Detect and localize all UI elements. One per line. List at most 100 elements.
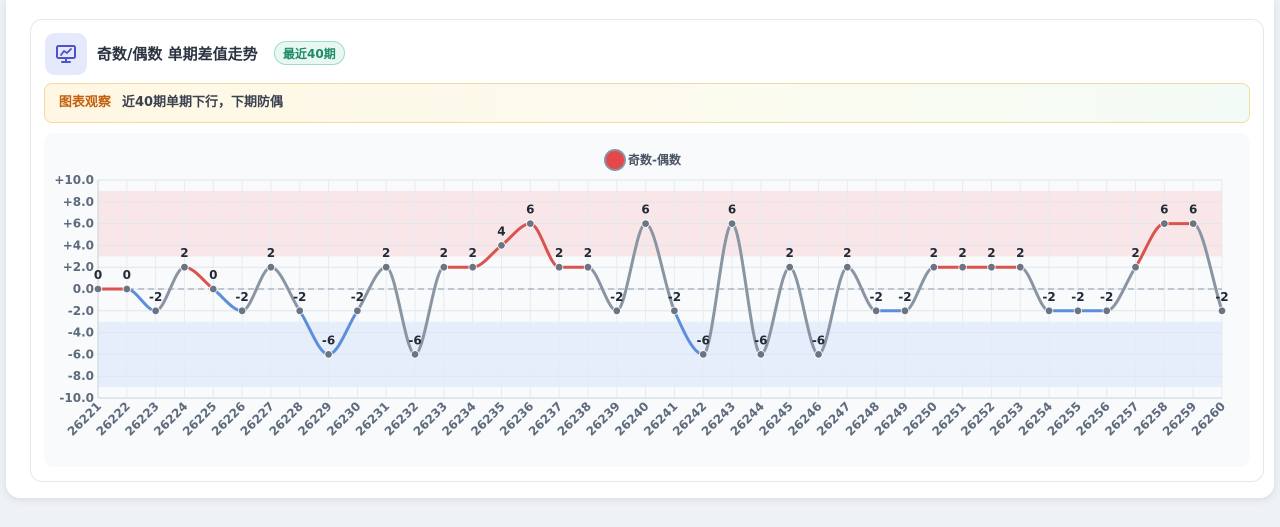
series-line-segment	[788, 265, 821, 356]
data-point[interactable]	[612, 306, 621, 315]
data-label: -2	[610, 290, 623, 304]
data-point[interactable]	[1217, 306, 1227, 315]
data-point[interactable]	[1044, 306, 1054, 315]
data-label: 2	[180, 246, 188, 260]
data-point[interactable]	[1016, 262, 1025, 272]
data-point[interactable]	[785, 262, 794, 272]
data-label: -2	[1071, 290, 1084, 304]
data-label: -6	[697, 333, 710, 347]
data-label: 6	[526, 203, 534, 217]
data-point[interactable]	[468, 262, 477, 272]
data-point[interactable]	[237, 306, 247, 315]
outer-frame: 奇数/偶数 单期差值走势 最近40期 图表观察 近40期单期下行，下期防偶 +1…	[6, 0, 1274, 498]
data-label: -6	[812, 333, 825, 347]
data-point[interactable]	[583, 262, 593, 272]
data-point[interactable]	[295, 306, 304, 315]
data-point[interactable]	[122, 284, 132, 294]
data-label: -2	[898, 290, 911, 304]
data-point[interactable]	[814, 350, 823, 359]
data-point[interactable]	[871, 306, 881, 315]
data-point[interactable]	[727, 219, 737, 228]
data-label: -6	[754, 333, 767, 347]
data-label: 0	[123, 268, 131, 282]
series-line-segment	[413, 265, 446, 356]
data-label: -2	[293, 290, 306, 304]
data-point[interactable]	[843, 262, 852, 272]
data-point[interactable]	[209, 284, 218, 294]
series-line-segment	[615, 222, 648, 313]
data-label: -2	[668, 290, 681, 304]
data-label: -2	[149, 290, 162, 304]
data-point[interactable]	[929, 262, 938, 272]
data-label: 2	[468, 246, 476, 260]
y-tick-label: -8.0	[68, 369, 94, 383]
data-point[interactable]	[1102, 306, 1111, 315]
data-point[interactable]	[670, 306, 679, 315]
y-tick-label: +10.0	[54, 173, 94, 187]
series-line-segment	[759, 265, 792, 356]
chart-title: 奇数/偶数 单期差值走势	[97, 45, 258, 63]
data-point[interactable]	[497, 241, 506, 250]
y-tick-label: +8.0	[63, 195, 94, 209]
data-point[interactable]	[266, 262, 276, 272]
data-point[interactable]	[439, 262, 449, 272]
chart-panel: +10.0 +8.0 +6.0 +4.0 +2.0 0.0 -2.0 -4.0 -6.0 -8.0…	[44, 133, 1250, 467]
data-label: 2	[440, 246, 448, 260]
data-label: 6	[1160, 203, 1168, 217]
data-point[interactable]	[756, 350, 766, 359]
data-label: -6	[408, 333, 421, 347]
data-label: 2	[958, 246, 966, 260]
data-label: -2	[1215, 290, 1228, 304]
observation-text: 近40期单期下行，下期防偶	[122, 95, 284, 110]
data-point[interactable]	[958, 262, 967, 272]
data-label: -2	[351, 290, 364, 304]
y-tick-label: +4.0	[63, 238, 94, 252]
y-tick-label: -10.0	[59, 391, 94, 405]
series-line-segment	[384, 265, 417, 356]
y-tick-label: +2.0	[63, 260, 94, 274]
chart-card: 奇数/偶数 单期差值走势 最近40期 图表观察 近40期单期下行，下期防偶 +1…	[30, 19, 1264, 482]
data-point[interactable]	[93, 284, 103, 294]
data-point[interactable]	[699, 350, 708, 359]
data-point[interactable]	[382, 262, 391, 272]
data-label: 2	[843, 246, 851, 260]
data-point[interactable]	[353, 306, 362, 315]
data-label: 2	[786, 246, 794, 260]
presentation-chart-icon	[45, 33, 87, 75]
data-point[interactable]	[180, 262, 189, 272]
data-label: -6	[322, 333, 335, 347]
data-label: -2	[869, 290, 882, 304]
data-label: 2	[930, 246, 938, 260]
data-point[interactable]	[526, 219, 535, 228]
series-line-segment	[730, 222, 763, 356]
y-tick-label: -2.0	[68, 304, 94, 318]
data-point[interactable]	[641, 219, 650, 228]
data-point[interactable]	[987, 262, 996, 272]
data-point[interactable]	[1160, 219, 1169, 228]
data-label: 2	[987, 246, 995, 260]
period-badge: 最近40期	[274, 41, 345, 65]
y-tick-label: +6.0	[63, 217, 94, 231]
data-point[interactable]	[1073, 306, 1083, 315]
data-label: 2	[555, 246, 563, 260]
y-tick-label: -6.0	[68, 347, 94, 361]
data-label: -2	[1100, 290, 1113, 304]
series-line-segment	[817, 265, 849, 356]
data-point[interactable]	[900, 306, 910, 315]
data-label: 2	[267, 246, 275, 260]
legend-marker[interactable]	[604, 149, 626, 171]
data-label: 6	[728, 203, 736, 217]
data-label: 6	[1189, 203, 1197, 217]
data-point[interactable]	[151, 306, 160, 315]
observation-bar: 图表观察 近40期单期下行，下期防偶	[44, 83, 1250, 123]
data-point[interactable]	[554, 262, 564, 272]
legend-label[interactable]: 奇数-偶数	[628, 152, 682, 167]
data-point[interactable]	[1131, 262, 1140, 272]
data-label: 2	[1016, 246, 1024, 260]
y-tick-label: -4.0	[68, 326, 94, 340]
y-tick-label: 0.0	[73, 282, 94, 296]
data-point[interactable]	[410, 350, 420, 359]
data-point[interactable]	[324, 350, 333, 359]
data-point[interactable]	[1188, 219, 1198, 228]
data-label: 2	[1131, 246, 1139, 260]
